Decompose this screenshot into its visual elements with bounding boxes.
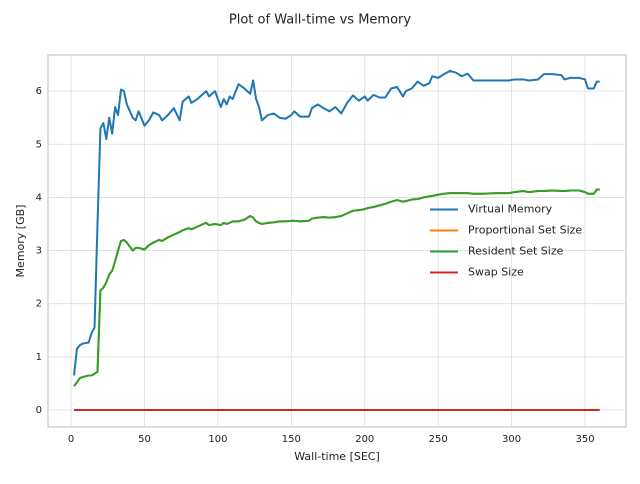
x-tick-label: 200 <box>355 434 374 445</box>
legend-label: Proportional Set Size <box>468 224 582 237</box>
y-tick-label: 5 <box>36 139 42 150</box>
x-tick-label: 0 <box>68 434 74 445</box>
x-tick-label: 350 <box>575 434 594 445</box>
x-tick-label: 100 <box>208 434 227 445</box>
x-tick-label: 50 <box>138 434 151 445</box>
y-axis-label: Memory [GB] <box>14 205 27 278</box>
y-tick-label: 3 <box>36 246 42 257</box>
y-tick-label: 0 <box>36 405 42 416</box>
x-tick-label: 150 <box>282 434 301 445</box>
y-tick-label: 2 <box>36 299 42 310</box>
y-tick-label: 6 <box>36 86 42 97</box>
plot-area <box>47 54 627 428</box>
chart-title: Plot of Wall-time vs Memory <box>229 13 411 28</box>
series-line <box>72 69 600 376</box>
legend-label: Virtual Memory <box>468 203 553 216</box>
series-line <box>73 188 600 387</box>
y-tick-label: 1 <box>36 352 42 363</box>
y-tick-label: 4 <box>36 192 42 203</box>
x-tick-label: 250 <box>429 434 448 445</box>
x-tick-label: 300 <box>502 434 521 445</box>
legend-label: Swap Size <box>468 266 524 279</box>
x-axis-label: Wall-time [SEC] <box>294 450 380 463</box>
legend-label: Resident Set Size <box>468 245 564 258</box>
